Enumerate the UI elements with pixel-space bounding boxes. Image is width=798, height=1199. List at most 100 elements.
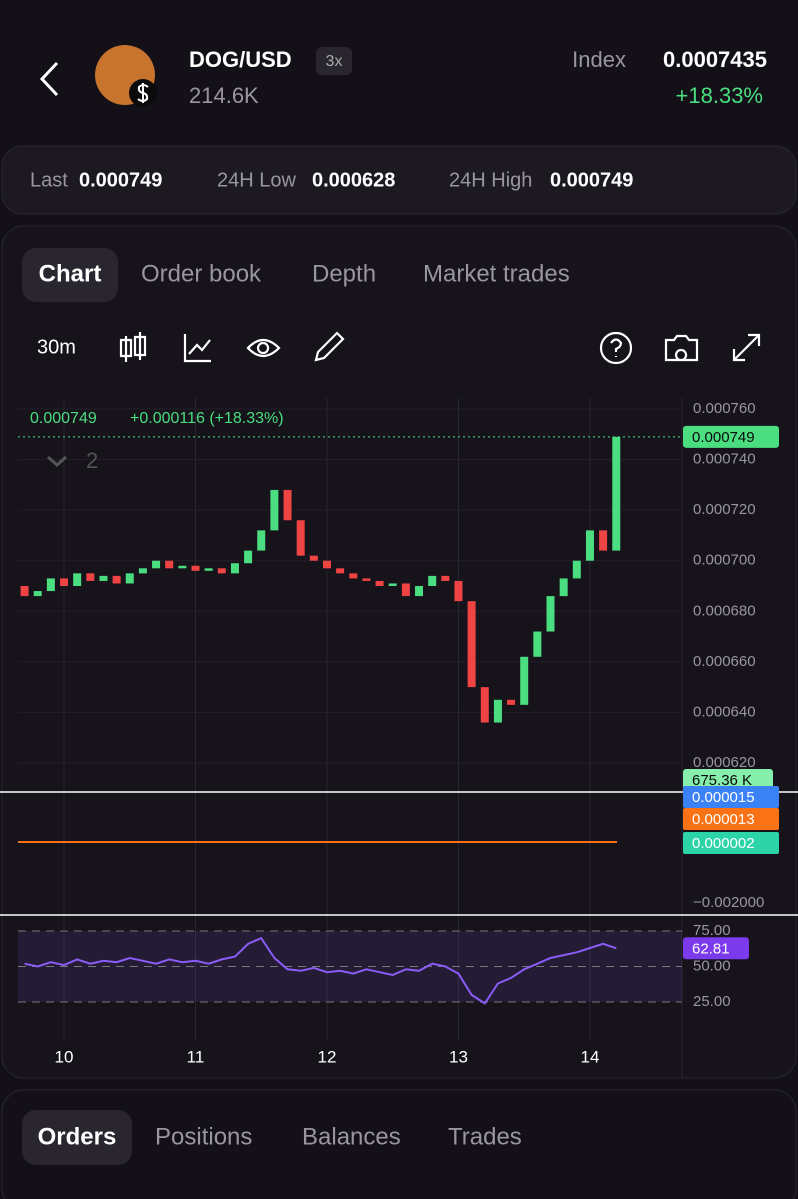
chart-tab[interactable]: Chart (39, 260, 102, 287)
index-label: Index (572, 47, 626, 72)
candle (362, 578, 371, 581)
chart-card (1, 225, 797, 1079)
back-button[interactable] (39, 61, 59, 97)
stat-label: 24H Low (217, 169, 296, 191)
macd-box (683, 786, 779, 808)
x-tick-label: 12 (318, 1047, 337, 1066)
eye-icon[interactable] (246, 338, 281, 358)
draw-icon[interactable] (314, 331, 345, 362)
y-tick-label: 0.000660 (693, 653, 756, 670)
last-price-label: 0.000749 (692, 429, 755, 446)
usd-icon (137, 83, 149, 103)
candle (507, 699, 516, 705)
candle (599, 530, 608, 551)
indicator-icon[interactable] (183, 334, 211, 363)
candle (60, 578, 69, 586)
indicator-count: 2 (86, 448, 98, 473)
candle (73, 573, 82, 586)
candle (585, 530, 594, 561)
x-tick-label: 13 (449, 1047, 468, 1066)
candle (467, 601, 476, 688)
candle (20, 586, 29, 597)
candle (546, 596, 555, 632)
chart-tab[interactable]: Order book (141, 260, 262, 287)
expand-icon[interactable] (732, 333, 761, 362)
bottom-tab[interactable]: Trades (448, 1123, 522, 1150)
candle (559, 578, 568, 597)
y-tick-label: 0.000720 (693, 501, 756, 518)
bottom-tab[interactable]: Balances (302, 1123, 401, 1150)
chart-tab[interactable]: Depth (312, 260, 376, 287)
bottom-tab[interactable]: Orders (38, 1123, 117, 1150)
candle (178, 565, 187, 569)
y-tick-label: 0.000640 (693, 703, 756, 720)
stat-label: Last (30, 169, 68, 191)
active-tab (22, 1110, 132, 1165)
candle (401, 583, 410, 597)
candle (572, 560, 581, 579)
candle (375, 580, 384, 586)
collapse-icon (47, 455, 67, 468)
candle-icon[interactable] (119, 332, 147, 362)
candle (191, 565, 200, 571)
candle (520, 656, 529, 705)
candle (230, 563, 239, 574)
rsi-tick-label: 50.00 (693, 957, 731, 974)
orders-card (1, 1089, 797, 1199)
candle (322, 560, 331, 569)
candle (152, 560, 161, 569)
candle (415, 586, 424, 597)
volume-box (683, 769, 773, 791)
candle (217, 568, 226, 574)
rsi-line (24, 936, 617, 1005)
candle (283, 489, 292, 521)
interval[interactable]: 30m (37, 336, 76, 358)
x-tick-label: 14 (580, 1047, 599, 1066)
stat-value: 0.000749 (79, 169, 162, 191)
candle (441, 575, 450, 581)
summary-change: +0.000116 (+18.33%) (130, 410, 284, 427)
x-tick-label: 11 (187, 1047, 205, 1066)
candle (46, 578, 55, 592)
help-icon[interactable] (599, 331, 633, 365)
y-tick-label: 0.000760 (693, 400, 756, 417)
bottom-tab[interactable]: Positions (155, 1123, 252, 1150)
macd-label: −0.002000 (693, 894, 764, 911)
chart-tab[interactable]: Market trades (423, 260, 570, 287)
candle (349, 573, 358, 579)
candle (257, 530, 266, 551)
candle (454, 580, 463, 602)
candle (309, 555, 318, 561)
macd-label: 0.000002 (692, 835, 755, 852)
candle (244, 550, 253, 564)
candle (388, 583, 397, 586)
x-tick-label: 10 (55, 1047, 74, 1066)
macd-label: 0.000013 (692, 811, 755, 828)
y-tick-label: 0.000700 (693, 552, 756, 569)
y-tick-label: 0.000680 (693, 602, 756, 619)
candle (86, 573, 95, 581)
y-tick-label: 0.000740 (693, 451, 756, 468)
active-tab (22, 248, 118, 302)
rsi-tick-label: 25.00 (693, 993, 731, 1010)
candle (270, 489, 279, 531)
candle (204, 568, 213, 571)
camera-icon[interactable] (664, 334, 699, 362)
candle (533, 631, 542, 657)
leverage: 3x (326, 53, 343, 70)
volume: 214.6K (189, 83, 259, 108)
macd-label: 0.000015 (692, 789, 755, 806)
last-price-box (683, 425, 779, 448)
candle (33, 591, 42, 597)
rsi-tick-label: 75.00 (693, 922, 731, 939)
summary-price: 0.000749 (30, 410, 97, 427)
candle (612, 436, 621, 551)
stats-bar (1, 145, 797, 215)
candle (138, 568, 147, 574)
macd-box (683, 808, 779, 830)
candle (336, 568, 345, 574)
candle (112, 575, 121, 584)
price-chart: 10 11 12 13 14 0.000760 0.000740 0.000720 0.0007… (0, 398, 798, 1078)
candle (296, 520, 305, 556)
